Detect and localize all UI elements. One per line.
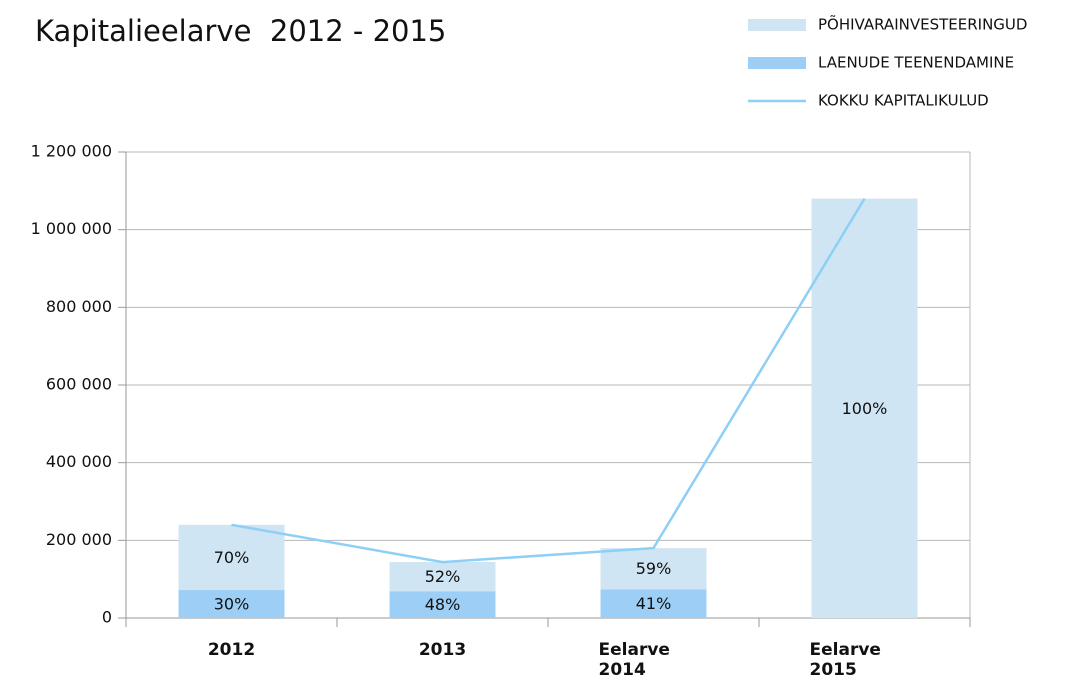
legend-swatch bbox=[748, 19, 806, 31]
bar-segment bbox=[600, 589, 707, 618]
bar-segment bbox=[811, 198, 918, 618]
line-series bbox=[231, 197, 866, 564]
data-label: 59% bbox=[636, 559, 672, 578]
y-tick-label: 800 000 bbox=[46, 297, 112, 316]
y-tick-label: 1 200 000 bbox=[31, 142, 112, 161]
data-label: 100% bbox=[842, 399, 888, 418]
x-tick-label: 2013 bbox=[388, 640, 498, 660]
bar-segment bbox=[389, 562, 496, 592]
y-tick-label: 1 000 000 bbox=[31, 219, 112, 238]
y-tick-label: 600 000 bbox=[46, 375, 112, 394]
data-label: 52% bbox=[425, 567, 461, 586]
x-tick-text: Eelarve 2015 bbox=[809, 640, 881, 680]
x-tick-label: Eelarve 2015 bbox=[810, 640, 920, 680]
chart-title: Kapitalieelarve 2012 - 2015 bbox=[35, 14, 447, 48]
data-label: 70% bbox=[214, 548, 250, 567]
legend-swatch bbox=[748, 57, 806, 69]
bar-segment bbox=[600, 548, 707, 590]
x-tick-text: 2012 bbox=[207, 640, 256, 660]
x-tick-label: 2012 bbox=[177, 640, 287, 660]
x-tick-text: Eelarve 2014 bbox=[598, 640, 670, 680]
y-tick-label: 400 000 bbox=[46, 452, 112, 471]
bar-segment bbox=[389, 591, 496, 618]
y-tick-label: 0 bbox=[102, 608, 112, 627]
x-tick-label: Eelarve 2014 bbox=[599, 640, 709, 680]
legend-label: LAENUDE TEENENDAMINE bbox=[818, 54, 1014, 72]
data-label: 30% bbox=[214, 595, 250, 614]
bar-segment bbox=[178, 590, 285, 618]
x-tick-text: 2013 bbox=[418, 640, 467, 660]
y-tick-label: 200 000 bbox=[46, 530, 112, 549]
legend-label: PÕHIVARAINVESTEERINGUD bbox=[818, 15, 1027, 34]
data-label: 41% bbox=[636, 594, 672, 613]
bar-segment bbox=[178, 524, 285, 591]
data-label: 48% bbox=[425, 595, 461, 614]
legend-label: KOKKU KAPITALIKULUD bbox=[818, 92, 989, 110]
